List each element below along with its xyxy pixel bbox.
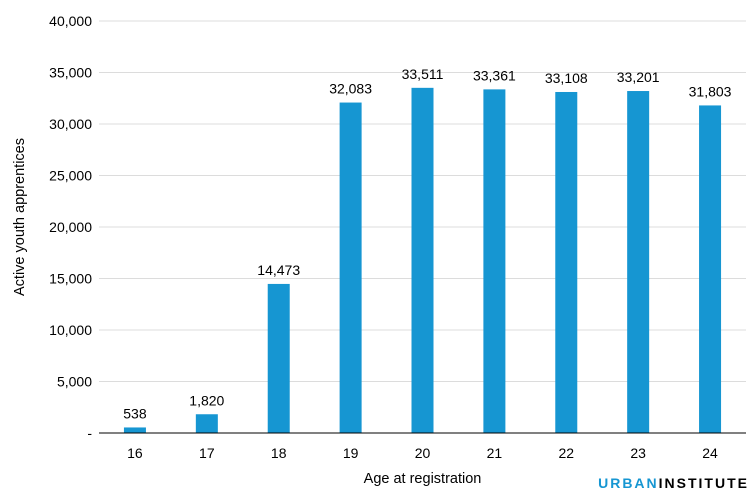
data-label: 1,820: [189, 392, 224, 408]
bar: [555, 91, 578, 433]
data-label: 33,201: [617, 69, 660, 85]
y-tick-label: 10,000: [49, 322, 92, 338]
y-tick-label: 5,000: [57, 374, 92, 390]
bar: [195, 414, 218, 433]
data-label: 14,473: [257, 262, 300, 278]
bars: [123, 87, 722, 434]
bar: [267, 283, 290, 433]
data-label: 33,108: [545, 70, 588, 86]
x-tick-label: 23: [630, 445, 646, 461]
x-tick-label: 21: [487, 445, 503, 461]
y-tick-label: 35,000: [49, 65, 92, 81]
logo-institute-text: INSTITUTE: [658, 475, 749, 491]
y-tick-label: -: [87, 425, 92, 441]
y-axis-ticks: - 5,000 10,000 15,000 20,000 25,000 30,000 35,0…: [49, 13, 92, 441]
bar: [483, 89, 506, 433]
y-tick-label: 30,000: [49, 116, 92, 132]
bar: [411, 87, 434, 433]
data-label: 33,511: [402, 66, 444, 82]
logo-urban-text: URBAN: [598, 475, 659, 491]
x-tick-label: 19: [343, 445, 359, 461]
bar: [339, 102, 362, 433]
x-tick-label: 20: [415, 445, 431, 461]
x-tick-label: 16: [127, 445, 143, 461]
x-axis-title: Age at registration: [364, 471, 482, 487]
data-label: 32,083: [329, 81, 372, 97]
y-axis-title: Active youth apprentices: [12, 138, 28, 296]
data-label: 538: [123, 405, 147, 421]
data-label: 33,361: [473, 67, 516, 83]
bar: [699, 105, 722, 433]
bar: [123, 427, 146, 433]
x-tick-label: 22: [558, 445, 574, 461]
data-label: 31,803: [689, 83, 732, 99]
y-tick-label: 15,000: [49, 271, 92, 287]
y-tick-label: 40,000: [49, 13, 92, 29]
bar: [627, 91, 650, 434]
y-tick-label: 25,000: [49, 168, 92, 184]
y-tick-label: 20,000: [49, 219, 92, 235]
x-tick-label: 18: [271, 445, 287, 461]
x-tick-label: 17: [199, 445, 215, 461]
data-labels: 538 1,820 14,473 32,083 33,511 33,361 33,108 33…: [123, 66, 731, 422]
x-axis-ticks: 16 17 18 19 20 21 22 23 24: [127, 445, 718, 461]
urban-institute-logo: URBANINSTITUTE: [598, 475, 749, 491]
x-tick-label: 24: [702, 445, 718, 461]
